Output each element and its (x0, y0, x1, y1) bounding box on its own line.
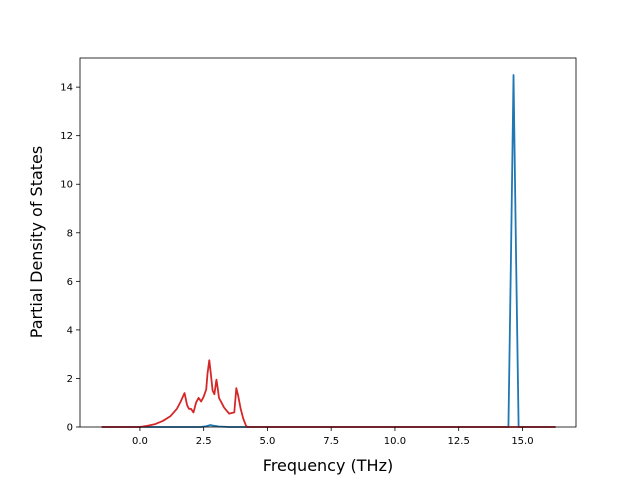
x-tick-label: 2.5 (196, 436, 212, 447)
x-tick-label: 12.5 (448, 436, 470, 447)
series-line-2 (101, 359, 556, 428)
plot-lines (101, 74, 556, 428)
y-tick-label: 14 (60, 83, 73, 94)
x-tick-label: 15.0 (511, 436, 533, 447)
y-axis-ticks: 0 2 4 6 8 10 12 14 (60, 83, 80, 434)
y-tick-label: 10 (60, 180, 73, 191)
y-tick-label: 2 (67, 374, 73, 385)
y-tick-label: 8 (67, 228, 73, 239)
y-tick-label: 4 (67, 325, 73, 336)
y-tick-label: 12 (60, 131, 73, 142)
x-axis-ticks: 0.0 2.5 5.0 7.5 10.0 12.5 15.0 (132, 427, 534, 447)
x-axis-label: Frequency (THz) (263, 456, 393, 475)
x-tick-label: 5.0 (259, 436, 275, 447)
y-tick-label: 0 (67, 423, 73, 434)
plot-frame (79, 57, 577, 428)
x-tick-label: 0.0 (132, 436, 148, 447)
x-tick-label: 10.0 (384, 436, 406, 447)
y-axis-label: Partial Density of States (27, 146, 46, 338)
x-tick-label: 7.5 (323, 436, 339, 447)
series-line-1 (101, 74, 556, 428)
y-tick-label: 6 (67, 277, 73, 288)
